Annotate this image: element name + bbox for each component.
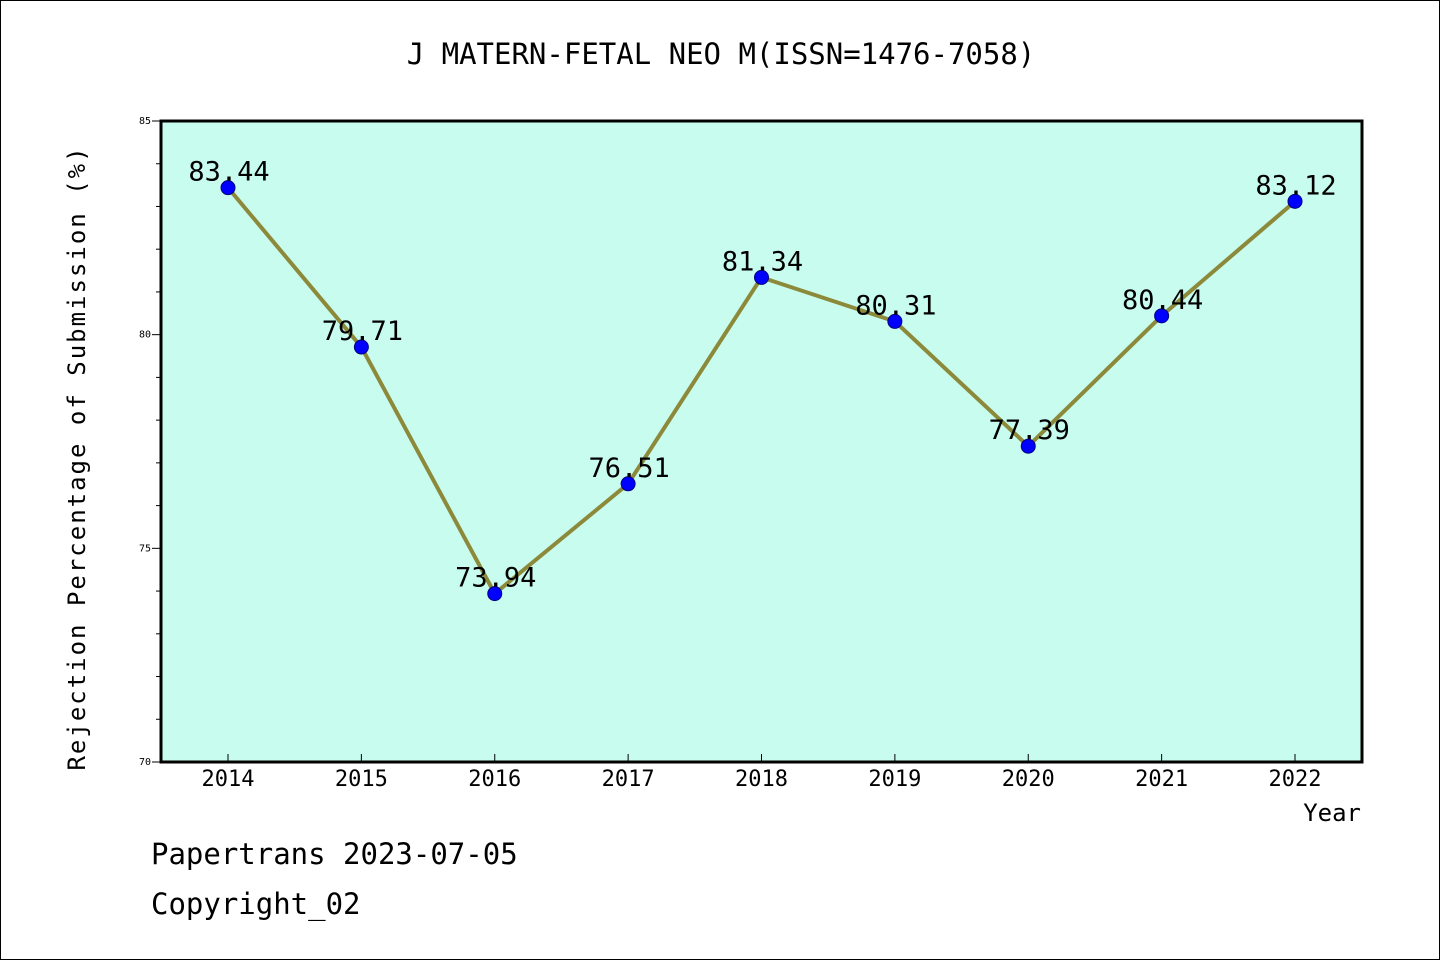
data-labels: 83.44 79.71 73.94 76.51 81.34 80.31 77.39 80.44…	[188, 157, 1336, 594]
x-axis: 2014 2015 2016 2017 2018 2019 2020 2021 2022	[202, 754, 1322, 792]
y-tick-label: 85	[139, 116, 151, 127]
x-tick-label: 2015	[335, 767, 388, 792]
chart-title: J MATERN-FETAL NEO M(ISSN=1476-7058)	[406, 37, 1036, 71]
data-point	[1154, 308, 1170, 324]
x-tick-label: 2017	[602, 767, 655, 792]
y-axis-label: Rejection Percentage of Submission (%)	[63, 145, 91, 770]
data-label: 76.51	[588, 453, 669, 484]
data-label: 83.12	[1255, 170, 1336, 201]
data-label: 77.39	[989, 415, 1070, 446]
data-label: 80.44	[1122, 285, 1203, 316]
data-point	[1020, 438, 1036, 454]
x-tick-label: 2022	[1269, 767, 1322, 792]
data-point	[887, 313, 903, 329]
data-point	[754, 269, 769, 285]
x-tick-label: 2014	[202, 767, 255, 792]
plot-area	[159, 119, 1364, 764]
data-point	[487, 586, 503, 602]
data-point	[220, 180, 236, 196]
x-tick-label: 2018	[735, 767, 788, 792]
y-tick-label: 80	[139, 330, 151, 341]
footer-copyright: Copyright_02	[151, 887, 361, 921]
footer-date: Papertrans 2023-07-05	[151, 837, 518, 871]
series-line-group	[220, 180, 1303, 602]
data-point	[353, 339, 369, 355]
y-tick-label: 75	[139, 543, 151, 554]
x-axis-label: Year	[1303, 799, 1361, 827]
data-label: 80.31	[855, 290, 936, 321]
x-tick-label: 2020	[1002, 767, 1055, 792]
y-axis: 70 75 80 85	[139, 116, 161, 768]
x-tick-label: 2016	[468, 767, 521, 792]
y-tick-label: 70	[139, 757, 151, 768]
x-tick-label: 2021	[1135, 767, 1188, 792]
data-point	[620, 476, 636, 492]
data-label: 81.34	[722, 246, 803, 277]
data-label: 83.44	[188, 157, 269, 188]
data-label: 73.94	[455, 563, 536, 594]
data-label: 79.71	[322, 316, 403, 347]
data-point	[1287, 193, 1303, 209]
x-tick-label: 2019	[868, 767, 921, 792]
